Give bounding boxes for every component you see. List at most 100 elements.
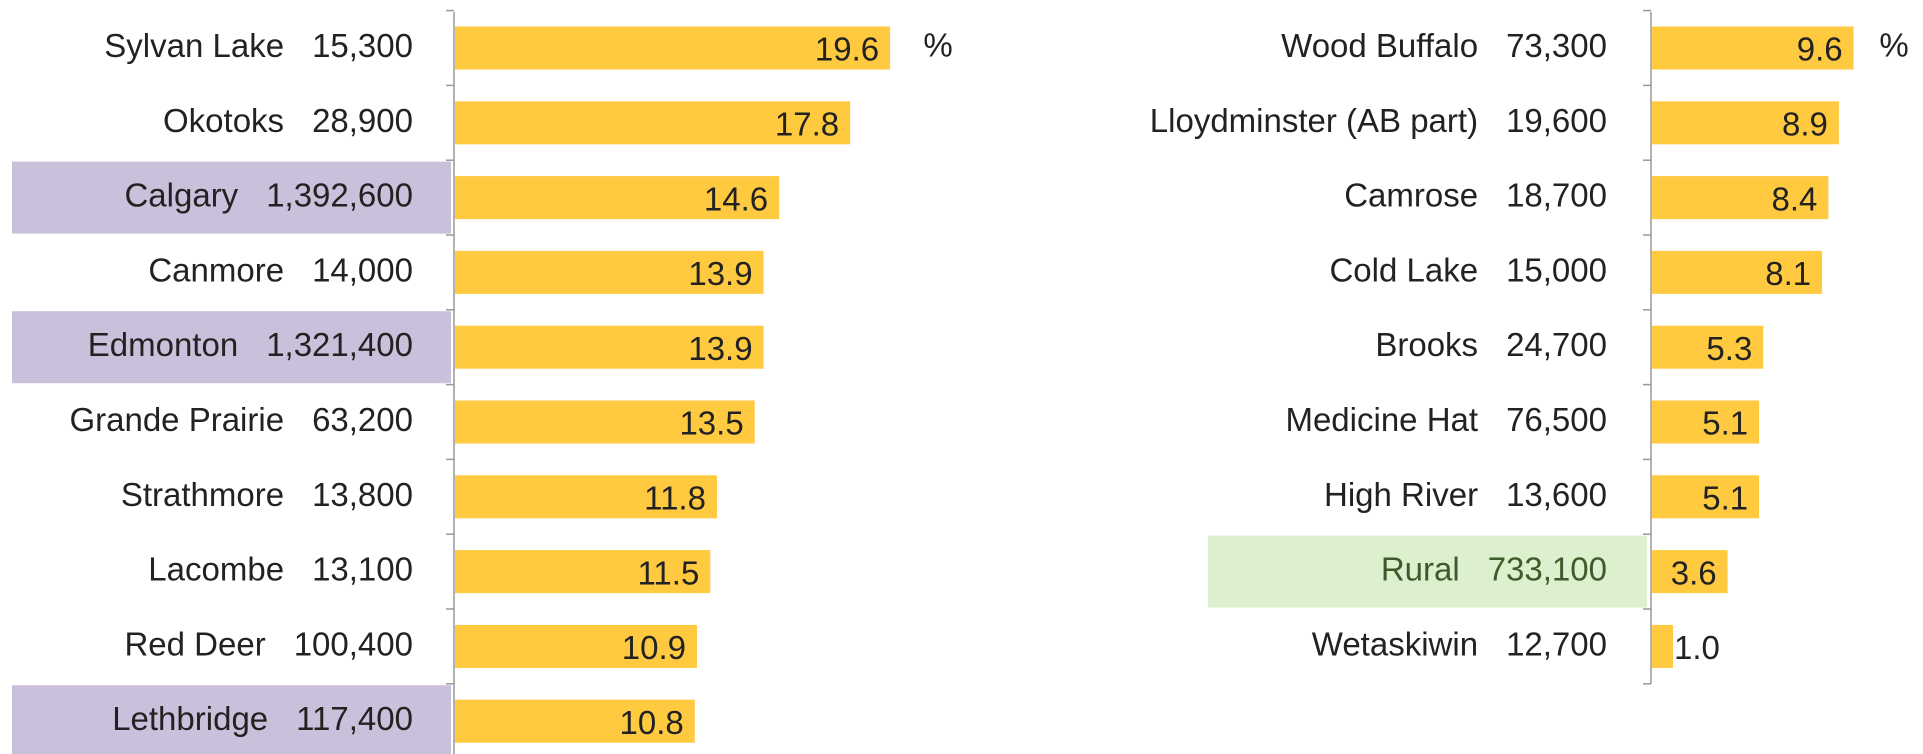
population: 19,600 xyxy=(1506,102,1607,139)
category-name: Edmonton xyxy=(88,326,238,363)
population: 12,700 xyxy=(1506,625,1607,662)
category-label: Sylvan Lake 15,300 xyxy=(104,27,413,64)
value-label: 8.4 xyxy=(1772,180,1818,217)
category-label: Strathmore 13,800 xyxy=(121,476,413,513)
category-name: Lacombe xyxy=(148,550,284,587)
category-label: Calgary 1,392,600 xyxy=(124,176,413,213)
category-name: Camrose xyxy=(1344,176,1478,213)
bar xyxy=(1652,101,1839,145)
population: 13,100 xyxy=(312,550,413,587)
value-label: 17.8 xyxy=(775,106,839,143)
value-label: 13.9 xyxy=(688,330,752,367)
population: 63,200 xyxy=(312,401,413,438)
population: 15,300 xyxy=(312,27,413,64)
category-label: Wood Buffalo 73,300 xyxy=(1281,27,1607,64)
value-label: 9.6 xyxy=(1797,31,1843,68)
bar xyxy=(455,26,891,70)
population: 100,400 xyxy=(294,625,413,662)
population: 1,392,600 xyxy=(266,176,413,213)
bar xyxy=(1652,550,1728,594)
category-name: Red Deer xyxy=(124,625,265,662)
value-label: 8.1 xyxy=(1765,255,1811,292)
category-name: Medicine Hat xyxy=(1285,401,1478,438)
category-name: Sylvan Lake xyxy=(104,27,284,64)
category-label: Medicine Hat 76,500 xyxy=(1285,401,1607,438)
category-name: Lethbridge xyxy=(112,700,268,737)
population: 18,700 xyxy=(1506,176,1607,213)
bar xyxy=(455,400,755,444)
value-label: 8.9 xyxy=(1782,106,1828,143)
category-label: Cold Lake 15,000 xyxy=(1329,251,1607,288)
category-label: Wetaskiwin 12,700 xyxy=(1312,625,1607,662)
population: 1,321,400 xyxy=(266,326,413,363)
category-name: Calgary xyxy=(124,176,238,213)
population: 13,600 xyxy=(1506,476,1607,513)
row-highlight xyxy=(12,161,451,234)
bar xyxy=(455,325,764,369)
row-highlight xyxy=(1208,535,1647,608)
value-label: 10.9 xyxy=(622,629,686,666)
unit-label: % xyxy=(1879,27,1908,64)
category-name: Wetaskiwin xyxy=(1312,625,1478,662)
category-label: Brooks 24,700 xyxy=(1375,326,1607,363)
population: 733,100 xyxy=(1488,550,1607,587)
category-name: Cold Lake xyxy=(1329,251,1478,288)
value-label: 10.8 xyxy=(620,704,684,741)
bar xyxy=(455,550,711,594)
category-name: Strathmore xyxy=(121,476,284,513)
population: 14,000 xyxy=(312,251,413,288)
value-label: 3.6 xyxy=(1671,554,1717,591)
value-label: 5.1 xyxy=(1702,480,1748,517)
bar xyxy=(1652,26,1854,70)
category-name: Canmore xyxy=(148,251,284,288)
bar xyxy=(455,101,851,145)
category-label: High River 13,600 xyxy=(1324,476,1607,513)
value-label: 5.3 xyxy=(1706,330,1752,367)
category-name: Wood Buffalo xyxy=(1281,27,1478,64)
population: 73,300 xyxy=(1506,27,1607,64)
category-name: High River xyxy=(1324,476,1478,513)
unit-label: % xyxy=(923,27,952,64)
category-label: Lethbridge 117,400 xyxy=(112,700,413,737)
bar xyxy=(1652,176,1829,220)
value-label: 13.5 xyxy=(679,405,743,442)
value-label: 1.0 xyxy=(1674,629,1720,666)
population: 117,400 xyxy=(296,700,413,737)
category-label: Grande Prairie 63,200 xyxy=(69,401,413,438)
population: 24,700 xyxy=(1506,326,1607,363)
population: 15,000 xyxy=(1506,251,1607,288)
value-label: 19.6 xyxy=(815,31,879,68)
value-label: 13.9 xyxy=(688,255,752,292)
category-name: Lloydminster (AB part) xyxy=(1150,102,1478,139)
row-highlight xyxy=(12,311,451,384)
category-label: Lloydminster (AB part) 19,600 xyxy=(1150,102,1607,139)
value-label: 11.8 xyxy=(644,480,706,517)
bar xyxy=(455,176,780,220)
category-label: Red Deer 100,400 xyxy=(124,625,413,662)
bar xyxy=(1652,475,1760,519)
category-label: Okotoks 28,900 xyxy=(163,102,413,139)
bar xyxy=(1652,400,1760,444)
bar xyxy=(455,250,764,294)
category-label: Edmonton 1,321,400 xyxy=(88,326,413,363)
category-label: Rural 733,100 xyxy=(1381,550,1607,587)
category-name: Grande Prairie xyxy=(69,401,284,438)
bar xyxy=(1652,624,1673,668)
category-label: Canmore 14,000 xyxy=(148,251,413,288)
bar xyxy=(1652,250,1823,294)
category-label: Camrose 18,700 xyxy=(1344,176,1607,213)
population: 76,500 xyxy=(1506,401,1607,438)
category-name: Okotoks xyxy=(163,102,284,139)
bar xyxy=(1652,325,1764,369)
value-label: 5.1 xyxy=(1702,405,1748,442)
population: 13,800 xyxy=(312,476,413,513)
bar xyxy=(455,624,697,668)
category-label: Lacombe 13,100 xyxy=(148,550,413,587)
bar xyxy=(455,475,717,519)
value-label: 14.6 xyxy=(704,180,768,217)
category-name: Rural xyxy=(1381,550,1460,587)
population: 28,900 xyxy=(312,102,413,139)
row-highlight xyxy=(12,685,451,754)
